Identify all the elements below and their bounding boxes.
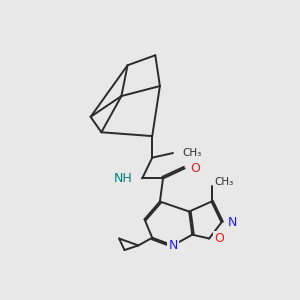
Text: O: O [191, 162, 201, 175]
Text: N: N [168, 239, 178, 252]
Text: CH₃: CH₃ [182, 148, 202, 158]
Text: O: O [214, 232, 224, 245]
Text: NH: NH [113, 172, 132, 185]
Text: N: N [228, 216, 237, 229]
Text: CH₃: CH₃ [214, 177, 234, 187]
